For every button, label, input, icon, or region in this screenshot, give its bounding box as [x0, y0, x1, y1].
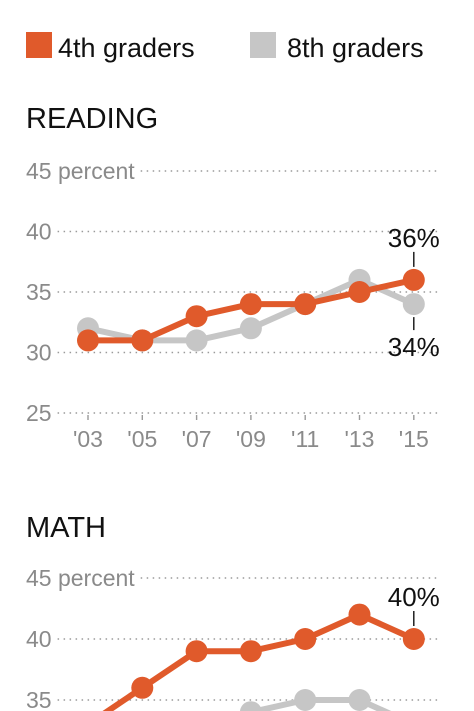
reading-point-4th-graders — [185, 305, 208, 328]
math-point-4th-graders — [402, 628, 425, 650]
math-y-tick-label: 40 — [26, 626, 52, 652]
math-y-tick-label: 35 — [26, 687, 52, 711]
reading-point-4th-graders — [402, 268, 425, 291]
reading-point-4th-graders — [131, 329, 154, 352]
reading-callout-label: 34% — [388, 332, 440, 362]
math-point-4th-graders — [185, 640, 208, 663]
reading-point-4th-graders — [294, 293, 317, 316]
reading-x-tick-label: '11 — [291, 426, 319, 452]
legend-label-8th-graders: 8th graders — [287, 33, 424, 63]
reading-y-tick-label: 35 — [26, 279, 52, 305]
legend-swatch-4th-graders — [26, 32, 52, 58]
reading-chart: READING 25 30 35 40 45 percent '03 '05 '07 '09 '1… — [26, 103, 440, 452]
reading-x-tick-label: '15 — [399, 426, 429, 452]
reading-point-8th-graders — [239, 317, 262, 340]
reading-y-tick-label: 40 — [26, 219, 52, 245]
math-point-4th-graders — [348, 603, 371, 626]
reading-point-4th-graders — [348, 281, 371, 303]
reading-x-tick-label: '03 — [73, 426, 103, 452]
math-callout-label: 40% — [388, 582, 440, 612]
reading-point-4th-graders — [77, 329, 99, 352]
reading-x-tick-label: '05 — [127, 426, 157, 452]
reading-title: READING — [26, 103, 158, 135]
legend-label-4th-graders: 4th graders — [58, 33, 195, 63]
reading-y-tick-label: 45 percent — [26, 158, 135, 184]
math-y-tick-label: 45 percent — [26, 565, 135, 591]
math-point-8th-graders — [294, 689, 317, 711]
math-point-4th-graders — [131, 676, 154, 699]
math-point-8th-graders — [348, 689, 371, 711]
reading-x-tick-label: '07 — [182, 426, 212, 452]
math-chart: MATH 35 40 45 percent 40% — [26, 512, 440, 711]
reading-y-tick-label: 30 — [26, 340, 52, 366]
legend-swatch-8th-graders — [250, 32, 276, 58]
math-point-8th-graders — [239, 701, 262, 711]
math-point-4th-graders — [239, 640, 262, 663]
reading-point-8th-graders — [402, 293, 425, 316]
math-title: MATH — [26, 512, 106, 544]
math-point-4th-graders — [294, 628, 317, 650]
reading-point-8th-graders — [185, 329, 208, 352]
reading-point-4th-graders — [239, 293, 262, 316]
reading-y-tick-label: 25 — [26, 400, 52, 426]
reading-callout-label: 36% — [388, 223, 440, 253]
reading-x-tick-label: '09 — [236, 426, 266, 452]
reading-x-tick-label: '13 — [345, 426, 375, 452]
legend: 4th graders 8th graders — [26, 32, 424, 63]
